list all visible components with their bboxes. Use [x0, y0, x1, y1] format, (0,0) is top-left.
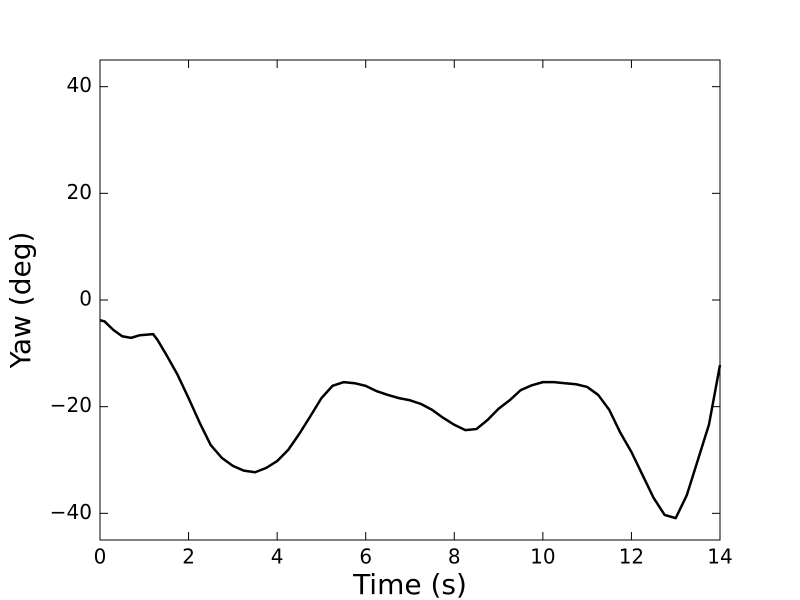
- plot-frame: [99, 59, 721, 541]
- y-tick-label: −40: [50, 500, 92, 524]
- data-line: [99, 319, 722, 520]
- x-tick-label: 10: [530, 545, 555, 569]
- x-tick-label: 8: [448, 545, 461, 569]
- y-tick-label: 20: [67, 180, 92, 204]
- y-tick-label: −20: [50, 393, 92, 417]
- x-axis-label: Time (s): [352, 568, 467, 600]
- y-tick-label: 40: [67, 73, 92, 97]
- y-axis-label: Yaw (deg): [4, 232, 37, 370]
- x-tick-label: 14: [707, 545, 732, 569]
- x-tick-label: 12: [619, 545, 644, 569]
- x-tick-label: 0: [94, 545, 107, 569]
- x-tick-label: 6: [359, 545, 372, 569]
- x-tick-label: 4: [271, 545, 284, 569]
- y-tick-label: 0: [79, 287, 92, 311]
- x-tick-label: 2: [182, 545, 195, 569]
